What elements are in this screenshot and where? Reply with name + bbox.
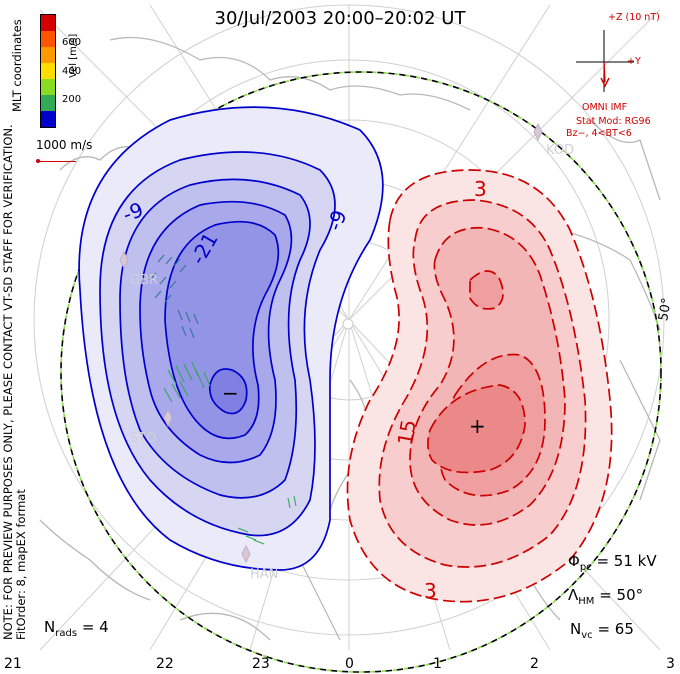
legend-title: Vel [m/s] <box>68 33 79 78</box>
contour-label-pos-bottom: 3 <box>424 579 437 603</box>
legend-swatch <box>41 95 55 111</box>
nvc-subscript: vc <box>581 630 593 641</box>
hm-boundary-latitude: ΛHM = 50° <box>568 586 643 607</box>
phi-symbol: Φ <box>568 552 580 570</box>
imf-source-label: OMNI IMF <box>582 102 628 113</box>
nvc-value: = 65 <box>597 620 634 638</box>
coordinate-system-label: MLT coordinates <box>10 19 24 112</box>
velocity-color-legend <box>40 14 56 128</box>
legend-swatch <box>41 15 55 31</box>
positive-potential-cell <box>346 169 613 603</box>
mlt-tick-22: 22 <box>156 656 174 672</box>
station-label-gbr: GBR <box>130 273 158 288</box>
mlt-tick-0: 0 <box>345 656 354 672</box>
legend-tick-600: 600 <box>62 37 82 48</box>
contour-label-pos-inner: 15 <box>393 418 421 447</box>
mlt-tick-1: 1 <box>433 656 442 672</box>
mlt-tick-3: 3 <box>666 656 675 672</box>
preview-note: NOTE: FOR PREVIEW PURPOSES ONLY, PLEASE … <box>1 124 28 640</box>
legend-tick-200: 200 <box>62 94 82 105</box>
velocity-scale-label: 1000 m/s <box>36 138 93 152</box>
pole-marker <box>342 318 354 330</box>
legend-swatch <box>41 63 55 79</box>
legend-swatch <box>41 79 55 95</box>
neg-contour-6 <box>208 368 248 415</box>
lambda-symbol: Λ <box>568 586 579 604</box>
heppner-maynard-boundary <box>60 71 662 673</box>
neg-contour-5 <box>164 220 280 440</box>
vector-count: Nvc = 65 <box>570 620 634 641</box>
nrads-symbol: N <box>44 618 56 636</box>
nvc-symbol: N <box>570 620 582 638</box>
legend-tick-400: 400 <box>62 66 82 77</box>
cross-polar-potential: Φpc = 51 kV <box>568 552 657 573</box>
mlt-tick-23: 23 <box>252 656 270 672</box>
station-label-kod: KOD <box>546 143 574 158</box>
velocity-scale-bar <box>38 161 76 162</box>
station-label-sto: STO <box>130 431 156 446</box>
legend-swatch <box>41 47 55 63</box>
station-label-han: HAN <box>250 567 278 582</box>
fitorder-line: FitOrder: 8, mapEX format <box>14 489 28 640</box>
radar-count: Nrads = 4 <box>44 618 109 639</box>
velocity-vectors <box>149 254 297 545</box>
imf-condition-label: Bz−, 4<BT<6 <box>566 128 632 139</box>
mlt-tick-21: 21 <box>4 656 22 672</box>
phi-subscript: pc <box>579 562 592 573</box>
pos-contour-sub <box>469 270 504 310</box>
contour-label-pos-max: + <box>469 414 486 438</box>
legend-swatch <box>41 111 55 127</box>
map-title: 30/Jul/2003 20:00–20:02 UT <box>214 8 466 29</box>
coastlines <box>39 36 661 641</box>
lambda-value: = 50° <box>599 586 644 604</box>
radar-station-markers <box>119 122 543 564</box>
legend-swatch <box>41 31 55 47</box>
imf-y-axis-label: +Y <box>627 56 641 67</box>
contour-label-pos-outer: 3 <box>474 177 487 201</box>
lambda-subscript: HM <box>578 596 595 607</box>
nrads-value: = 4 <box>81 618 109 636</box>
nrads-subscript: rads <box>55 628 78 639</box>
contour-label-neg-min: − <box>222 381 239 405</box>
imf-clock <box>576 30 634 92</box>
velocity-scale-dot <box>36 159 40 163</box>
imf-scale-label: +Z (10 nT) <box>608 12 660 23</box>
imf-model-label: Stat Mod: RG96 <box>576 116 651 127</box>
phi-value: = 51 kV <box>596 552 657 570</box>
pos-contour-5 <box>427 384 526 474</box>
mlt-tick-2: 2 <box>530 656 539 672</box>
